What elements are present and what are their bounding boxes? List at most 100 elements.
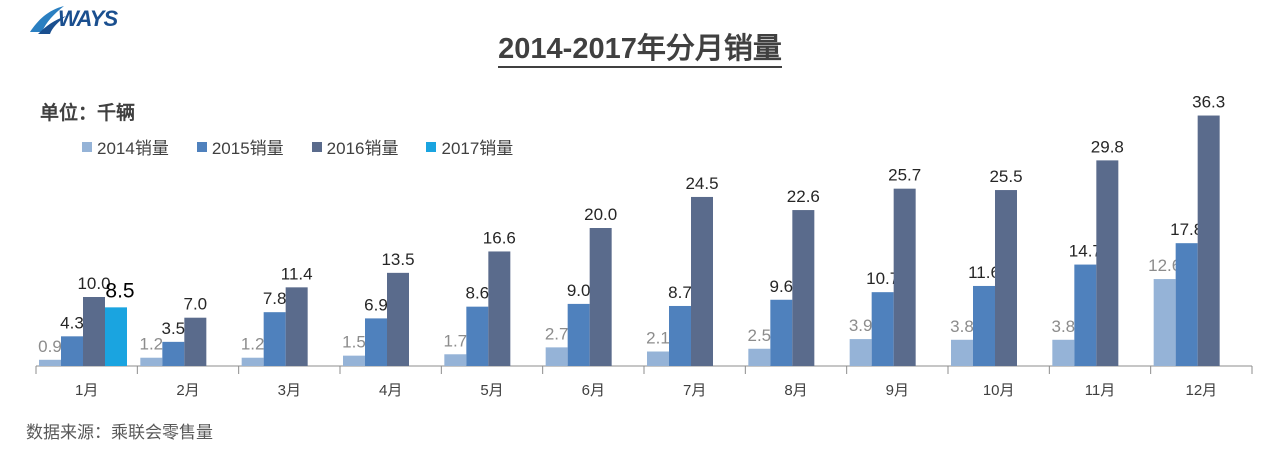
bar-2015销量-7月 <box>669 305 691 366</box>
x-tick-label: 1月 <box>75 382 98 399</box>
legend-swatch-2017 <box>426 141 437 152</box>
data-label: 6.9 <box>364 295 388 314</box>
data-label: 11.6 <box>968 263 1000 282</box>
bar-2016销量-2月 <box>184 317 207 366</box>
x-tick-label: 10月 <box>983 382 1015 399</box>
bar-2016销量-4月 <box>387 272 409 366</box>
chart-legend: 2014销量 2015销量 2016销量 2017销量 <box>82 134 513 159</box>
ways-logo <box>30 6 66 34</box>
bar-2016销量-7月 <box>691 196 713 366</box>
data-label: 25.5 <box>989 167 1022 186</box>
data-label: 16.6 <box>483 228 516 247</box>
data-label: 2.7 <box>545 324 569 343</box>
bar-2016销量-11月 <box>1096 160 1119 366</box>
bar-2015销量-2月 <box>162 341 185 366</box>
data-label: 13.5 <box>381 250 414 269</box>
data-label: 2.5 <box>748 326 772 345</box>
bar-2015销量-12月 <box>1175 243 1198 366</box>
bar-2016销量-3月 <box>285 287 308 366</box>
legend-swatch-2016 <box>311 141 322 152</box>
data-label: 8.7 <box>668 283 692 302</box>
bar-2016销量-12月 <box>1197 115 1220 366</box>
bar-2014销量-9月 <box>849 339 872 366</box>
logo-text: WAYS <box>58 6 118 31</box>
data-label: 3.8 <box>1052 317 1076 336</box>
bar-2016销量-8月 <box>792 210 815 366</box>
bar-2015销量-9月 <box>871 292 894 366</box>
x-tick-label: 9月 <box>886 382 909 399</box>
bar-2016销量-1月 <box>83 297 105 366</box>
bar-2014销量-11月 <box>1052 339 1075 366</box>
data-label: 29.8 <box>1091 137 1124 156</box>
legend-label-2016: 2016销量 <box>326 139 399 158</box>
bar-2015销量-11月 <box>1074 264 1097 366</box>
legend-swatch-2014 <box>82 141 92 152</box>
data-label: 3.5 <box>162 319 186 338</box>
data-label: 14.7 <box>1069 242 1102 261</box>
bar-2014销量-7月 <box>647 351 669 366</box>
bar-2014销量-2月 <box>140 357 163 366</box>
x-tick-label: 4月 <box>379 382 402 399</box>
bar-2014销量-5月 <box>444 354 467 366</box>
x-tick-label: 7月 <box>683 382 706 399</box>
data-label: 17.8 <box>1170 220 1203 239</box>
bar-2015销量-1月 <box>61 336 83 366</box>
data-label: 9.0 <box>567 281 591 300</box>
data-label: 1.7 <box>444 331 468 350</box>
data-label: 10.7 <box>866 269 899 288</box>
x-tick-label: 3月 <box>278 382 301 399</box>
data-label: 10.0 <box>77 274 110 293</box>
data-label: 12.6 <box>1148 256 1181 275</box>
bar-2015销量-10月 <box>973 285 995 366</box>
legend-label-2015: 2015销量 <box>211 139 284 158</box>
x-tick-label: 5月 <box>480 382 503 399</box>
unit-label: 单位：千辆 <box>40 103 136 124</box>
data-label: 8.5 <box>105 279 134 302</box>
bar-2015销量-8月 <box>770 299 793 366</box>
data-label: 0.9 <box>38 337 62 356</box>
x-tick-label: 8月 <box>784 382 807 399</box>
data-label: 36.3 <box>1192 93 1225 112</box>
data-label: 11.4 <box>281 264 313 283</box>
data-label: 3.9 <box>849 316 873 335</box>
data-label: 2.1 <box>646 329 670 348</box>
data-label: 1.2 <box>140 335 164 354</box>
chart-title: 2014-2017年分月销量 <box>0 25 1280 68</box>
legend-label-2014: 2014销量 <box>97 139 169 158</box>
data-label: 9.6 <box>770 277 794 296</box>
bar-2014销量-4月 <box>343 355 365 366</box>
legend-swatch-2015 <box>196 141 207 152</box>
legend-label-2017: 2017销量 <box>441 139 514 158</box>
bar-2017销量-1月 <box>105 307 127 366</box>
bar-2015销量-4月 <box>365 318 387 366</box>
bar-2015销量-6月 <box>567 303 590 366</box>
legend-item-2014: 2014销量 <box>82 134 169 159</box>
data-label: 7.0 <box>184 295 208 314</box>
bar-2014销量-8月 <box>748 348 771 366</box>
legend-item-2017: 2017销量 <box>426 134 513 159</box>
data-label: 22.6 <box>787 187 820 206</box>
data-label: 1.2 <box>241 335 265 354</box>
data-label: 20.0 <box>584 205 617 224</box>
x-tick-label: 2月 <box>176 382 199 399</box>
x-tick-label: 12月 <box>1185 382 1217 399</box>
data-label: 25.7 <box>888 166 921 185</box>
bar-2014销量-10月 <box>951 339 973 366</box>
bar-2016销量-9月 <box>893 188 916 366</box>
bar-2015销量-3月 <box>263 312 286 366</box>
x-tick-label: 11月 <box>1085 382 1116 399</box>
bar-2014销量-6月 <box>545 347 568 366</box>
legend-item-2015: 2015销量 <box>196 134 284 159</box>
x-tick-label: 6月 <box>582 382 605 399</box>
data-label: 4.3 <box>60 313 84 332</box>
data-label: 24.5 <box>685 174 718 193</box>
legend-item-2016: 2016销量 <box>311 134 399 159</box>
data-source: 数据来源：乘联会零售量 <box>26 423 213 442</box>
data-label: 3.8 <box>950 317 974 336</box>
data-label: 7.8 <box>263 289 287 308</box>
data-label: 8.6 <box>466 284 490 303</box>
bar-2015销量-5月 <box>466 306 489 366</box>
bar-2014销量-1月 <box>39 359 61 366</box>
bar-2016销量-5月 <box>488 251 511 366</box>
